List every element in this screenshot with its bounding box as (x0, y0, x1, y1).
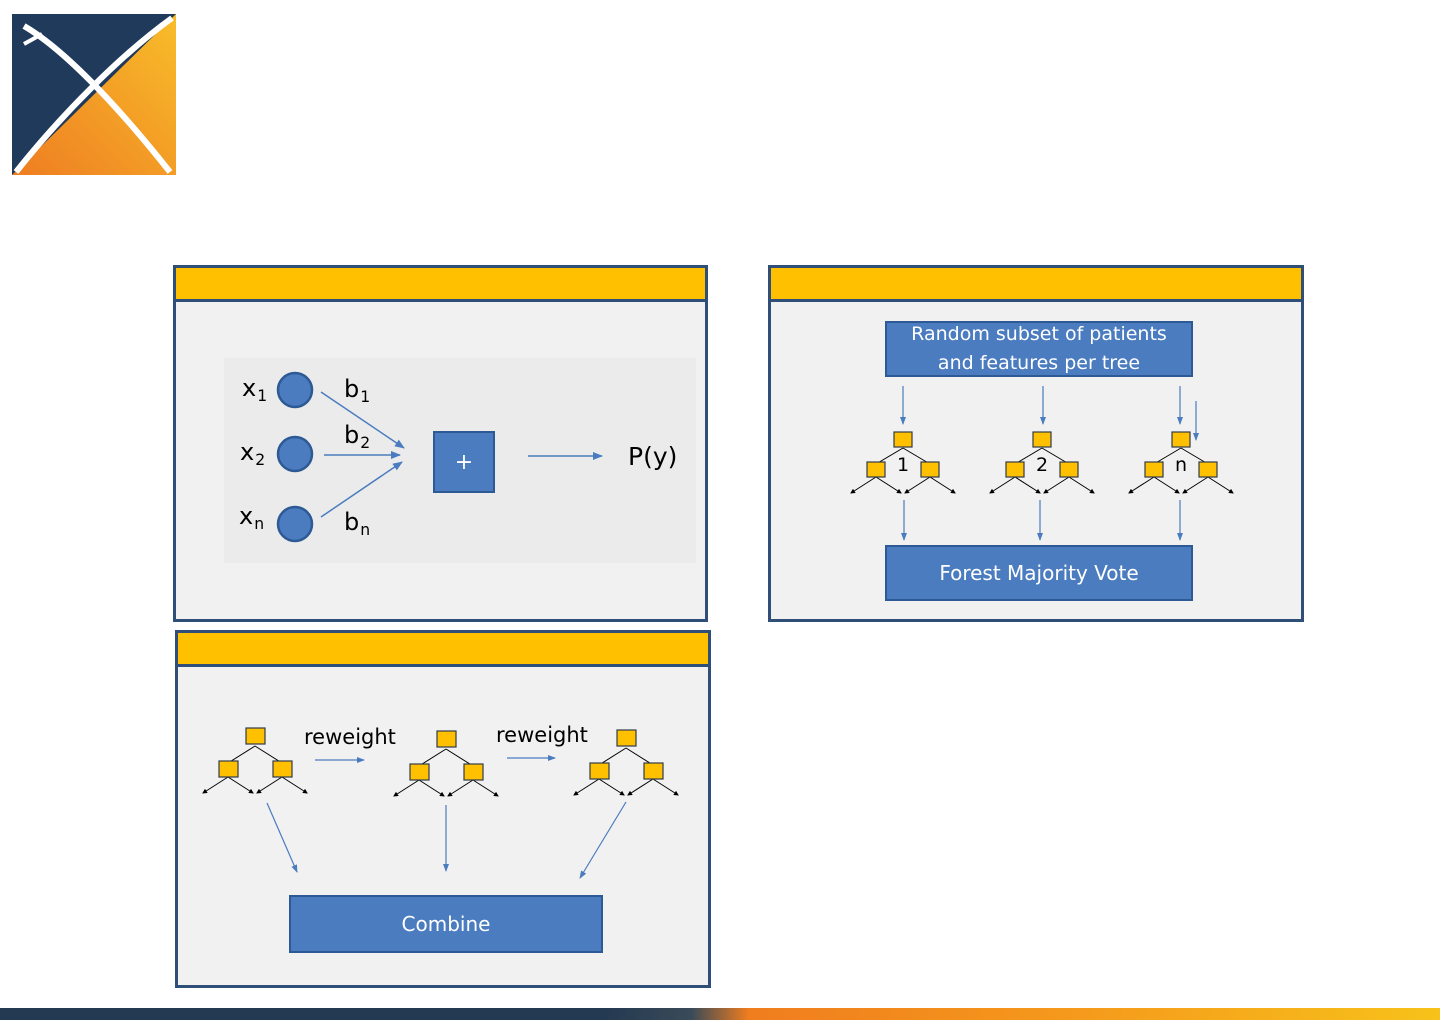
footer-gradient-bar (0, 1008, 1440, 1020)
input-node-2 (276, 435, 314, 473)
sum-box: + (433, 431, 495, 493)
output-label: P(y) (628, 442, 678, 471)
reweight-label-2: reweight (496, 723, 588, 747)
tree-label-2: 2 (1035, 454, 1049, 476)
input-node-n (276, 505, 314, 543)
reweight-label-1: reweight (304, 725, 396, 749)
combine-box: Combine (289, 895, 603, 953)
input-node-1 (276, 371, 314, 409)
weight-label-n: bn (344, 508, 371, 540)
logistic-regression-panel: x1 x2 xn b1 b2 bn + P(y) (173, 265, 708, 622)
boosting-diagram (178, 633, 708, 879)
panel-header (771, 268, 1301, 302)
boost-tree-1 (203, 728, 307, 793)
input-label-2: x2 (240, 438, 266, 470)
boosting-panel: reweight reweight Combine (175, 630, 711, 988)
weight-arrow-n (320, 461, 403, 518)
boost-tree-2 (394, 731, 498, 796)
input-label-n: xn (239, 502, 265, 534)
weight-label-1: b1 (344, 375, 371, 407)
random-forest-diagram (771, 386, 1301, 541)
boost-tree-3 (574, 730, 678, 795)
random-forest-panel: Random subset of patients and features p… (768, 265, 1304, 622)
logo (12, 14, 176, 175)
tree-label-n: n (1174, 454, 1188, 476)
random-subset-box: Random subset of patients and features p… (885, 321, 1193, 377)
weight-arrow-1 (320, 391, 405, 449)
tree-label-1: 1 (896, 454, 910, 476)
forest-majority-vote-box: Forest Majority Vote (885, 545, 1193, 601)
panel-header (176, 268, 705, 302)
weight-label-2: b2 (344, 421, 371, 453)
panel-header (178, 633, 708, 667)
combine-arrow-3 (579, 801, 627, 879)
input-label-1: x1 (242, 374, 268, 406)
combine-arrow-1 (266, 802, 298, 873)
